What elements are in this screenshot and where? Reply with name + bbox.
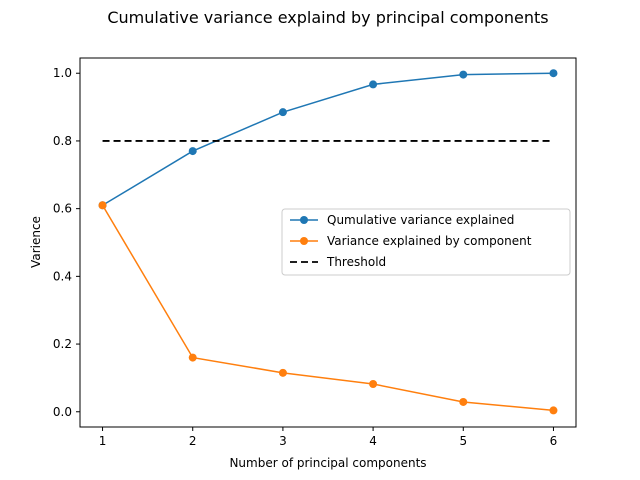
- y-tick-label: 1.0: [53, 66, 72, 80]
- legend-label-1: Qumulative variance explained: [327, 213, 514, 227]
- series-2-point: [98, 201, 107, 210]
- y-tick-label: 0.6: [53, 202, 72, 216]
- series-2-point: [369, 380, 378, 389]
- x-tick-label: 6: [550, 434, 558, 448]
- series-1-point: [188, 147, 197, 156]
- chart-title: Cumulative variance explaind by principa…: [107, 8, 548, 27]
- x-tick-label: 5: [459, 434, 467, 448]
- y-tick-label: 0.4: [53, 269, 72, 283]
- y-axis-label: Varience: [29, 216, 43, 268]
- x-tick-label: 1: [99, 434, 107, 448]
- x-tick-label: 2: [189, 434, 197, 448]
- series-1-point: [549, 69, 558, 78]
- legend-swatch-marker-2: [300, 237, 308, 245]
- y-tick-label: 0.8: [53, 134, 72, 148]
- series-2-point: [549, 406, 558, 415]
- series-2-point: [278, 368, 287, 377]
- legend-label-2: Variance explained by component: [327, 234, 532, 248]
- legend-swatch-marker-1: [300, 216, 308, 224]
- series-line-1: [102, 72, 554, 206]
- legend-box: [281, 208, 571, 276]
- series-2-point: [459, 397, 468, 406]
- plot-area: [98, 69, 558, 415]
- y-tick-label: 0.0: [53, 405, 72, 419]
- x-tick-label: 3: [279, 434, 287, 448]
- legend-label-3: Threshold: [326, 255, 386, 269]
- plot-frame: [79, 57, 577, 428]
- x-axis: 1 2 3 4 5 6: [99, 427, 558, 448]
- y-tick-label: 0.2: [53, 337, 72, 351]
- legend: Qumulative variance explained Variance ex…: [281, 208, 571, 276]
- series-2-point: [188, 353, 197, 362]
- y-axis: 0.0 0.2 0.4 0.6 0.8 1.0: [53, 66, 80, 419]
- series-1-point: [459, 70, 468, 79]
- x-axis-label: Number of principal components: [229, 456, 426, 470]
- series-line-2: [101, 204, 554, 412]
- x-tick-label: 4: [369, 434, 377, 448]
- series-1-point: [369, 80, 378, 89]
- series-1-point: [278, 108, 287, 117]
